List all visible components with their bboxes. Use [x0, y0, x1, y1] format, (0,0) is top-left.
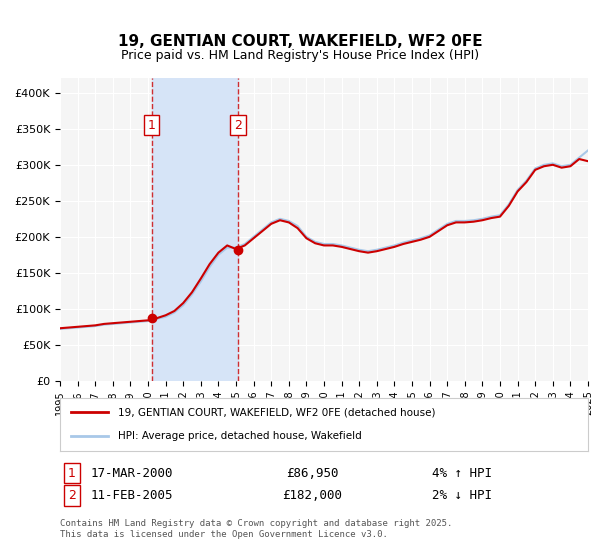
Text: 19, GENTIAN COURT, WAKEFIELD, WF2 0FE (detached house): 19, GENTIAN COURT, WAKEFIELD, WF2 0FE (d… — [118, 408, 436, 418]
Text: 2: 2 — [68, 489, 76, 502]
Text: 4% ↑ HPI: 4% ↑ HPI — [432, 466, 492, 480]
Text: £182,000: £182,000 — [282, 489, 342, 502]
Text: Contains HM Land Registry data © Crown copyright and database right 2025.
This d: Contains HM Land Registry data © Crown c… — [60, 520, 452, 539]
Text: 1: 1 — [148, 119, 155, 132]
Text: 11-FEB-2005: 11-FEB-2005 — [91, 489, 173, 502]
Text: Price paid vs. HM Land Registry's House Price Index (HPI): Price paid vs. HM Land Registry's House … — [121, 49, 479, 63]
Text: 17-MAR-2000: 17-MAR-2000 — [91, 466, 173, 480]
Text: 19, GENTIAN COURT, WAKEFIELD, WF2 0FE: 19, GENTIAN COURT, WAKEFIELD, WF2 0FE — [118, 35, 482, 49]
Text: 2: 2 — [234, 119, 242, 132]
Text: HPI: Average price, detached house, Wakefield: HPI: Average price, detached house, Wake… — [118, 431, 362, 441]
Text: 1: 1 — [68, 466, 76, 480]
Text: 2% ↓ HPI: 2% ↓ HPI — [432, 489, 492, 502]
Text: £86,950: £86,950 — [286, 466, 338, 480]
Bar — [152, 78, 238, 381]
